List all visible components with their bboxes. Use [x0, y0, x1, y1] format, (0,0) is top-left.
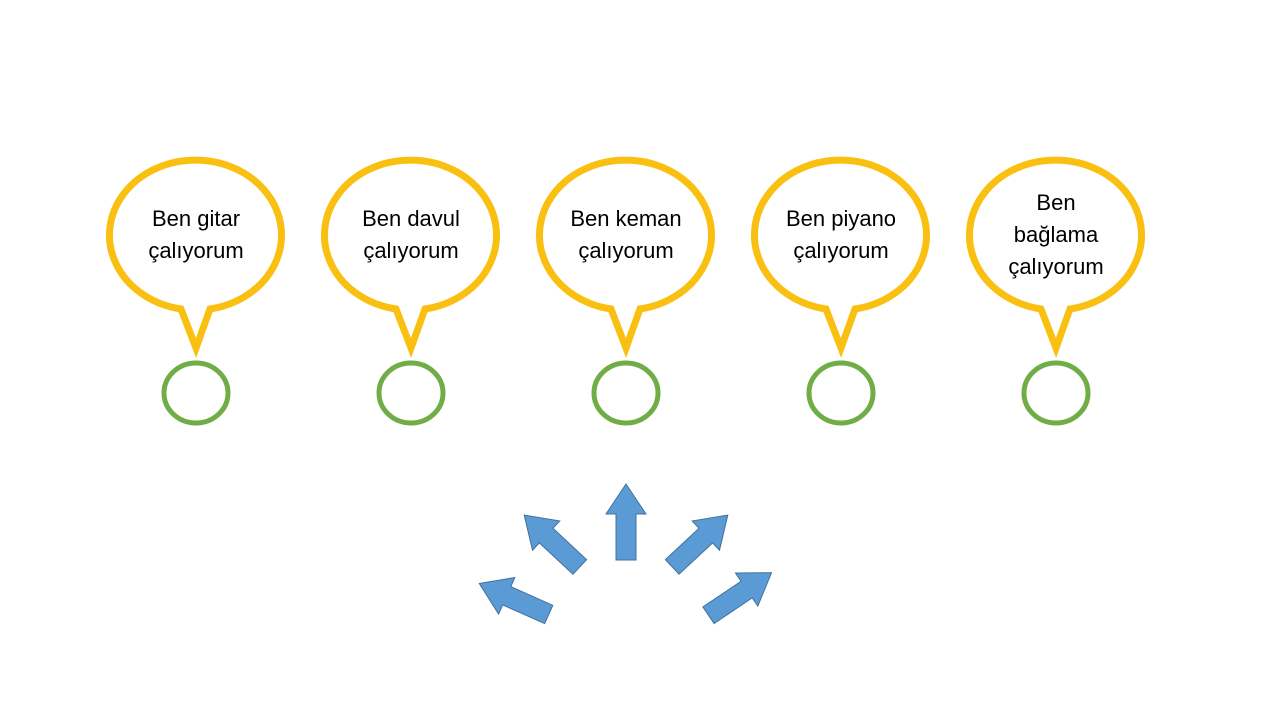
bubble-2-line-2: çalıyorum — [363, 238, 459, 263]
bubble-5-line-1: Ben — [1036, 190, 1076, 215]
bubble-text-1: Ben gitar çalıyorum — [121, 203, 271, 267]
bubble-4-line-1: Ben piyano — [785, 206, 897, 231]
answer-circle-1 — [161, 360, 231, 426]
bubble-3-line-2: çalıyorum — [578, 238, 674, 263]
speech-bubble-2 — [321, 156, 500, 359]
answer-circle-2 — [376, 360, 446, 426]
arrow-icon-2 — [510, 499, 594, 583]
bubble-1-line-1: Ben gitar — [151, 206, 241, 231]
speech-bubble-1 — [106, 156, 285, 359]
bubble-text-5: Ben bağlama çalıyorum — [981, 187, 1131, 283]
bubble-text-2: Ben davul çalıyorum — [336, 203, 486, 267]
bubble-text-4: Ben piyano çalıyorum — [766, 203, 916, 267]
arrow-icon-5 — [696, 555, 784, 633]
speech-bubble-4 — [751, 156, 930, 359]
bubble-text-3: Ben keman çalıyorum — [551, 203, 701, 267]
bubble-4-line-2: çalıyorum — [793, 238, 889, 263]
bubble-1-line-2: çalıyorum — [148, 238, 244, 263]
bubble-3-line-1: Ben keman — [570, 206, 682, 231]
speech-bubble-3 — [536, 156, 715, 359]
speech-bubble-5 — [966, 156, 1145, 359]
bubble-5-line-2: bağlama — [1013, 222, 1099, 247]
bubble-2-line-1: Ben davul — [362, 206, 460, 231]
answer-circle-4 — [806, 360, 876, 426]
answer-circle-3 — [591, 360, 661, 426]
arrow-icon-1 — [470, 564, 558, 634]
answer-circle-5 — [1021, 360, 1091, 426]
arrow-icon-4 — [658, 499, 742, 583]
arrow-icon-3 — [605, 483, 647, 561]
bubble-5-line-3: çalıyorum — [1008, 254, 1104, 279]
